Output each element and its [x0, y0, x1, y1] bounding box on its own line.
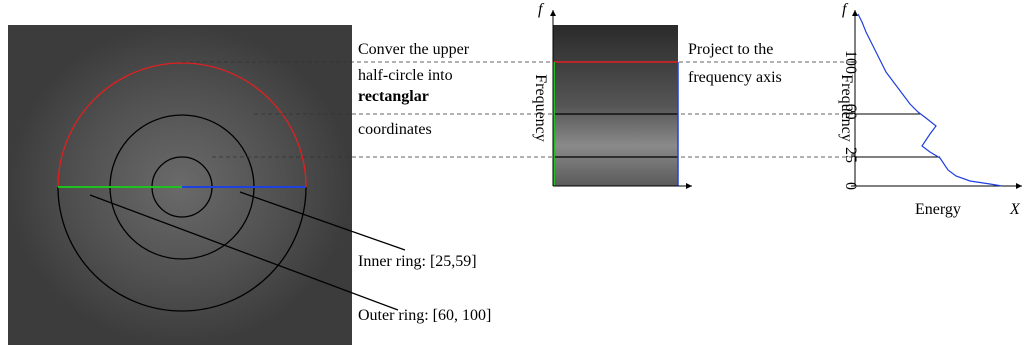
x-axis-symbol: X: [1009, 201, 1021, 218]
y-tick-label: 25: [842, 147, 859, 163]
y-tick-label: 100: [842, 50, 859, 74]
step1-line: coordinates: [358, 121, 432, 138]
y-tick-label: 0: [842, 182, 859, 190]
y-tick-label: 60: [842, 104, 859, 120]
y-axis-label: Frequency: [532, 74, 549, 142]
outer-ring-label: Outer ring: [60, 100]: [358, 307, 491, 324]
x-axis-label: Energy: [915, 201, 961, 218]
axis-symbol: f: [538, 1, 545, 18]
spectrum-image: [8, 25, 352, 345]
step2-line: Project to the: [688, 41, 773, 58]
step2-line: frequency axis: [688, 69, 782, 86]
energy-curve: [858, 14, 1002, 186]
step1-line: Conver the upper: [358, 41, 470, 58]
step1-line: rectanglar: [358, 88, 429, 105]
axis-symbol: f: [842, 1, 849, 18]
inner-ring-label: Inner ring: [25,59]: [358, 253, 477, 270]
step1-line: half-circle into: [358, 67, 453, 84]
spectrogram: [553, 25, 678, 186]
figure: Conver the upper half-circle into rectan…: [0, 0, 1024, 347]
